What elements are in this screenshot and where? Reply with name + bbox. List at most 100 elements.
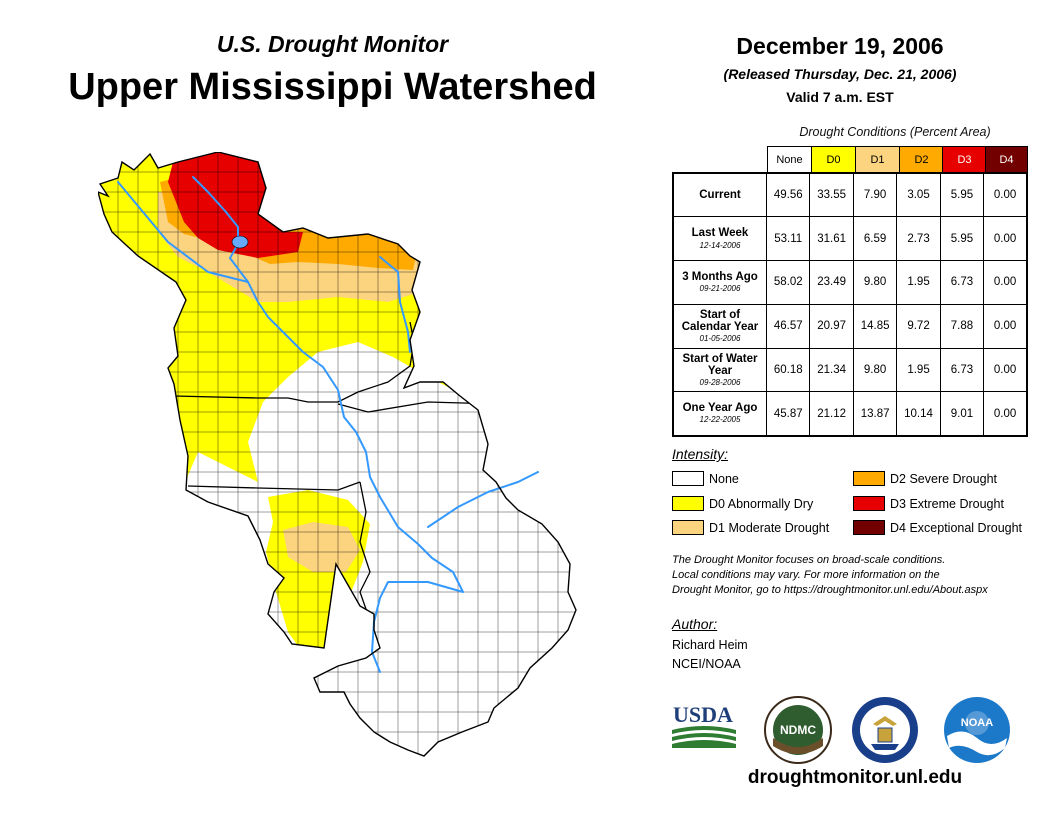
legend-title: Intensity: bbox=[672, 446, 729, 462]
row-date: 01-05-2006 bbox=[699, 334, 741, 344]
table-row: Last Week 12-14-2006 53.11 31.61 6.59 2.73 5.9… bbox=[672, 216, 1028, 262]
state-border-mn-ia bbox=[173, 395, 288, 399]
table-cell: 45.87 bbox=[765, 391, 811, 437]
table-cell: 31.61 bbox=[809, 216, 854, 262]
map-title: Upper Mississippi Watershed bbox=[68, 66, 597, 108]
table-cell: 0.00 bbox=[983, 347, 1028, 393]
table-cell: 0.00 bbox=[983, 391, 1028, 437]
table-cell: 6.59 bbox=[852, 216, 898, 262]
chippewa-river bbox=[379, 256, 411, 353]
row-date: 12-22-2005 bbox=[699, 415, 741, 425]
ndmc-logo: NDMC bbox=[764, 696, 832, 764]
usda-wordmark: USDA bbox=[673, 702, 733, 727]
note-line: Drought Monitor, go to https://droughtmo… bbox=[672, 584, 988, 596]
table-cell: 2.73 bbox=[896, 216, 941, 262]
lake-mille-lacs bbox=[231, 235, 249, 249]
table-cell: 0.00 bbox=[983, 216, 1028, 262]
map-subtitle: U.S. Drought Monitor bbox=[216, 31, 449, 57]
table-row: 3 Months Ago 09-21-2006 58.02 23.49 9.80 1.95… bbox=[672, 260, 1028, 305]
legend-label: D3 Extreme Drought bbox=[890, 496, 1004, 511]
release-date: (Released Thursday, Dec. 21, 2006) bbox=[723, 66, 957, 82]
table-cell: 49.56 bbox=[765, 172, 811, 218]
table-cell: 58.02 bbox=[765, 260, 811, 305]
table-cell: 0.00 bbox=[983, 303, 1028, 349]
row-label: Start of Calendar Year 01-05-2006 bbox=[672, 303, 767, 349]
legend-label: D4 Exceptional Drought bbox=[890, 520, 1023, 535]
legend-item-d1: D1 Moderate Drought bbox=[672, 520, 829, 535]
table-cell: 14.85 bbox=[852, 303, 898, 349]
table-cell: 9.72 bbox=[896, 303, 941, 349]
row-label-text: Last Week bbox=[691, 227, 749, 240]
legend-item-none: None bbox=[672, 471, 739, 486]
table-cell: 60.18 bbox=[765, 347, 811, 393]
table-cell: 13.87 bbox=[852, 391, 898, 437]
legend-swatch bbox=[672, 520, 704, 535]
table-cell: 0.00 bbox=[983, 172, 1028, 218]
table-cell: 9.80 bbox=[852, 347, 898, 393]
table-cell: 9.80 bbox=[852, 260, 898, 305]
legend-label: D0 Abnormally Dry bbox=[709, 496, 814, 511]
author-organization: NCEI/NOAA bbox=[672, 657, 741, 671]
table-cell: 23.49 bbox=[809, 260, 854, 305]
mississippi-river bbox=[192, 176, 464, 673]
legend-item-d0: D0 Abnormally Dry bbox=[672, 496, 813, 511]
table-cell: 7.88 bbox=[939, 303, 985, 349]
map-date: December 19, 2006 bbox=[736, 33, 944, 59]
table-cell: 53.11 bbox=[765, 216, 811, 262]
row-label-text: 3 Months Ago bbox=[682, 271, 758, 284]
state-border-wi-il bbox=[337, 401, 499, 413]
legend-swatch bbox=[853, 496, 885, 511]
table-cell: 9.01 bbox=[939, 391, 985, 437]
noaa-wordmark: NOAA bbox=[961, 717, 993, 729]
legend-swatch bbox=[672, 471, 704, 486]
column-header-none: None bbox=[767, 146, 812, 173]
disclaimer-note: The Drought Monitor focuses on broad-sca… bbox=[672, 553, 1042, 598]
usdoc-seal-logo bbox=[852, 697, 918, 763]
legend-swatch bbox=[853, 520, 885, 535]
table-cell: 7.90 bbox=[852, 172, 898, 218]
row-label: Start of Water Year 09-28-2006 bbox=[672, 347, 767, 393]
legend-item-d4: D4 Exceptional Drought bbox=[853, 520, 1022, 535]
table-cell: 10.14 bbox=[896, 391, 941, 437]
row-date: 09-28-2006 bbox=[699, 377, 741, 387]
legend-label: None bbox=[709, 471, 739, 486]
column-header-d2: D2 bbox=[899, 146, 944, 173]
author-heading: Author: bbox=[672, 616, 718, 632]
table-row: Current 49.56 33.55 7.90 3.05 5.95 0.00 bbox=[672, 172, 1028, 218]
column-header-d0: D0 bbox=[811, 146, 856, 173]
row-label: One Year Ago 12-22-2005 bbox=[672, 391, 767, 437]
noaa-logo: NOAA bbox=[944, 697, 1010, 763]
legend-item-d3: D3 Extreme Drought bbox=[853, 496, 1004, 511]
table-cell: 6.73 bbox=[939, 347, 985, 393]
note-line: Local conditions may vary. For more info… bbox=[672, 569, 940, 581]
legend-label: D1 Moderate Drought bbox=[709, 520, 830, 535]
state-border-il-mo bbox=[359, 481, 375, 633]
column-header-d4: D4 bbox=[985, 146, 1028, 173]
website-link[interactable]: droughtmonitor.unl.edu bbox=[747, 767, 963, 788]
note-line: The Drought Monitor focuses on broad-sca… bbox=[672, 554, 946, 566]
table-cell: 5.95 bbox=[939, 216, 985, 262]
d1-area-south bbox=[283, 522, 360, 572]
row-date: 09-21-2006 bbox=[699, 284, 741, 294]
column-header-d3: D3 bbox=[942, 146, 987, 173]
row-label: Last Week 12-14-2006 bbox=[672, 216, 767, 262]
column-header-d1: D1 bbox=[855, 146, 900, 173]
table-cell: 3.05 bbox=[896, 172, 941, 218]
valid-time: Valid 7 a.m. EST bbox=[786, 89, 894, 105]
table-cell: 5.95 bbox=[939, 172, 985, 218]
table-cell: 20.97 bbox=[809, 303, 854, 349]
author-name: Richard Heim bbox=[672, 638, 748, 652]
table-cell: 0.00 bbox=[983, 260, 1028, 305]
legend-label: D2 Severe Drought bbox=[890, 471, 998, 486]
ndmc-wordmark: NDMC bbox=[780, 723, 816, 737]
row-label: 3 Months Ago 09-21-2006 bbox=[672, 260, 767, 305]
state-border-ia-mo bbox=[187, 481, 361, 491]
table-row: Start of Water Year 09-28-2006 60.18 21.34 9… bbox=[672, 347, 1028, 393]
legend-swatch bbox=[853, 471, 885, 486]
row-label-text: One Year Ago bbox=[682, 402, 758, 415]
drought-conditions-table: Current 49.56 33.55 7.90 3.05 5.95 0.00 Last We… bbox=[672, 172, 1028, 437]
table-cell: 6.73 bbox=[939, 260, 985, 305]
legend-item-d2: D2 Severe Drought bbox=[853, 471, 997, 486]
d3-area bbox=[168, 152, 303, 258]
table-cell: 21.12 bbox=[809, 391, 854, 437]
